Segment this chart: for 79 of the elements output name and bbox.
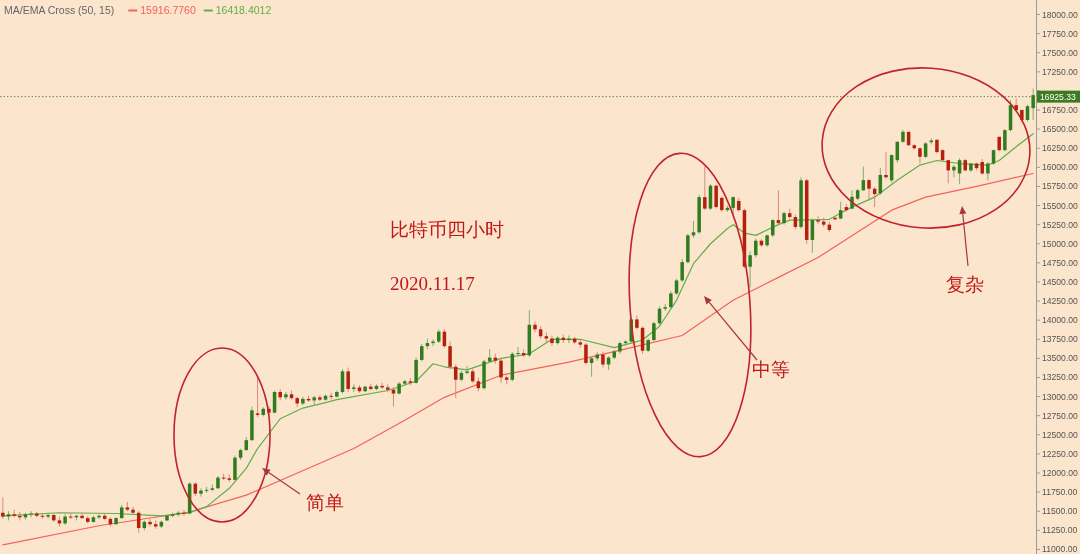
y-tick-label: 11000.00 bbox=[1042, 544, 1078, 554]
y-tick-label: 16250.00 bbox=[1042, 143, 1079, 154]
y-tick-label: 15750.00 bbox=[1042, 181, 1079, 192]
annotation: 中等 bbox=[752, 359, 790, 380]
y-tick-label: 14000.00 bbox=[1042, 315, 1079, 326]
candlestick bbox=[499, 357, 503, 384]
candlestick bbox=[414, 357, 418, 385]
candlestick bbox=[1, 496, 5, 520]
candlestick bbox=[46, 512, 50, 520]
candlestick bbox=[680, 258, 684, 283]
y-tick-label: 16500.00 bbox=[1042, 124, 1079, 135]
y-tick-label: 15000.00 bbox=[1042, 238, 1079, 249]
y-tick-label: 14500.00 bbox=[1042, 276, 1079, 287]
candlestick bbox=[952, 164, 956, 178]
ref-line-label: 16925.33 bbox=[1040, 91, 1077, 102]
candlestick bbox=[148, 518, 152, 527]
candlestick bbox=[80, 512, 84, 520]
y-tick-label: 13750.00 bbox=[1042, 334, 1079, 345]
candlestick bbox=[867, 178, 871, 202]
candlestick bbox=[714, 184, 718, 210]
candlestick bbox=[465, 365, 469, 375]
candlestick bbox=[346, 367, 350, 393]
y-tick-label: 11500.00 bbox=[1042, 506, 1078, 517]
y-tick-label: 16750.00 bbox=[1042, 105, 1079, 116]
candlestick bbox=[731, 195, 735, 216]
y-tick-label: 13250.00 bbox=[1042, 372, 1079, 383]
legend-label: 16418.4012 bbox=[215, 4, 272, 16]
candlestick bbox=[918, 146, 922, 165]
candlestick bbox=[703, 166, 707, 211]
candlestick bbox=[63, 513, 67, 526]
candlestick bbox=[754, 237, 758, 259]
candlestick bbox=[199, 487, 203, 498]
candlestick bbox=[29, 510, 33, 518]
y-tick-label: 17500.00 bbox=[1042, 47, 1079, 58]
y-tick-label: 17750.00 bbox=[1042, 28, 1079, 39]
y-tick-label: 16000.00 bbox=[1042, 162, 1079, 173]
candlestick bbox=[131, 506, 135, 515]
y-tick-label: 11750.00 bbox=[1042, 487, 1078, 498]
y-tick-label: 12250.00 bbox=[1042, 448, 1079, 459]
candlestick bbox=[986, 161, 990, 181]
line-series bbox=[2, 172, 1034, 546]
y-tick-label: 14750.00 bbox=[1042, 257, 1079, 268]
y-tick-label: 17250.00 bbox=[1042, 66, 1079, 77]
candlestick bbox=[584, 342, 588, 365]
y-tick-label: 12000.00 bbox=[1042, 468, 1079, 478]
candlestick bbox=[284, 391, 288, 401]
y-tick-label: 13500.00 bbox=[1042, 353, 1079, 364]
y-tick-label: 11250.00 bbox=[1042, 525, 1078, 536]
annotation: 复杂 bbox=[946, 274, 984, 295]
candlestick bbox=[816, 215, 820, 225]
y-tick-label: 12500.00 bbox=[1042, 429, 1079, 440]
y-tick-label: 18000.00 bbox=[1042, 9, 1079, 20]
candlestick bbox=[884, 151, 888, 180]
y-tick-label: 15500.00 bbox=[1042, 200, 1079, 211]
candlestick bbox=[318, 394, 322, 402]
candlestick bbox=[1003, 128, 1007, 152]
y-tick-label: 12750.00 bbox=[1042, 410, 1079, 421]
y-tick-label: 14250.00 bbox=[1042, 296, 1079, 307]
y-tick-label: 13000.00 bbox=[1042, 391, 1079, 402]
candlestick bbox=[533, 321, 537, 333]
candlestick bbox=[652, 321, 656, 343]
legend-label: 15916.7760 bbox=[140, 4, 196, 16]
candlestick bbox=[516, 346, 520, 358]
line-series bbox=[2, 133, 1034, 517]
candlestick bbox=[391, 386, 396, 408]
candlestick bbox=[255, 375, 260, 418]
candlestick bbox=[233, 454, 237, 482]
legend-title: MA/EMA Cross (50, 15) bbox=[4, 4, 115, 16]
candlestick bbox=[301, 396, 305, 406]
annotation: 比特币四小时 bbox=[390, 219, 504, 240]
y-tick-label: 15250.00 bbox=[1042, 219, 1079, 230]
candlestick bbox=[589, 356, 594, 378]
candlestick bbox=[748, 250, 752, 288]
annotation: 2020.11.17 bbox=[390, 273, 475, 294]
candlestick bbox=[182, 509, 186, 517]
candlestick bbox=[1031, 88, 1035, 121]
candlestick bbox=[448, 341, 452, 370]
annotation: 简单 bbox=[306, 492, 344, 513]
candlestick bbox=[550, 334, 554, 347]
